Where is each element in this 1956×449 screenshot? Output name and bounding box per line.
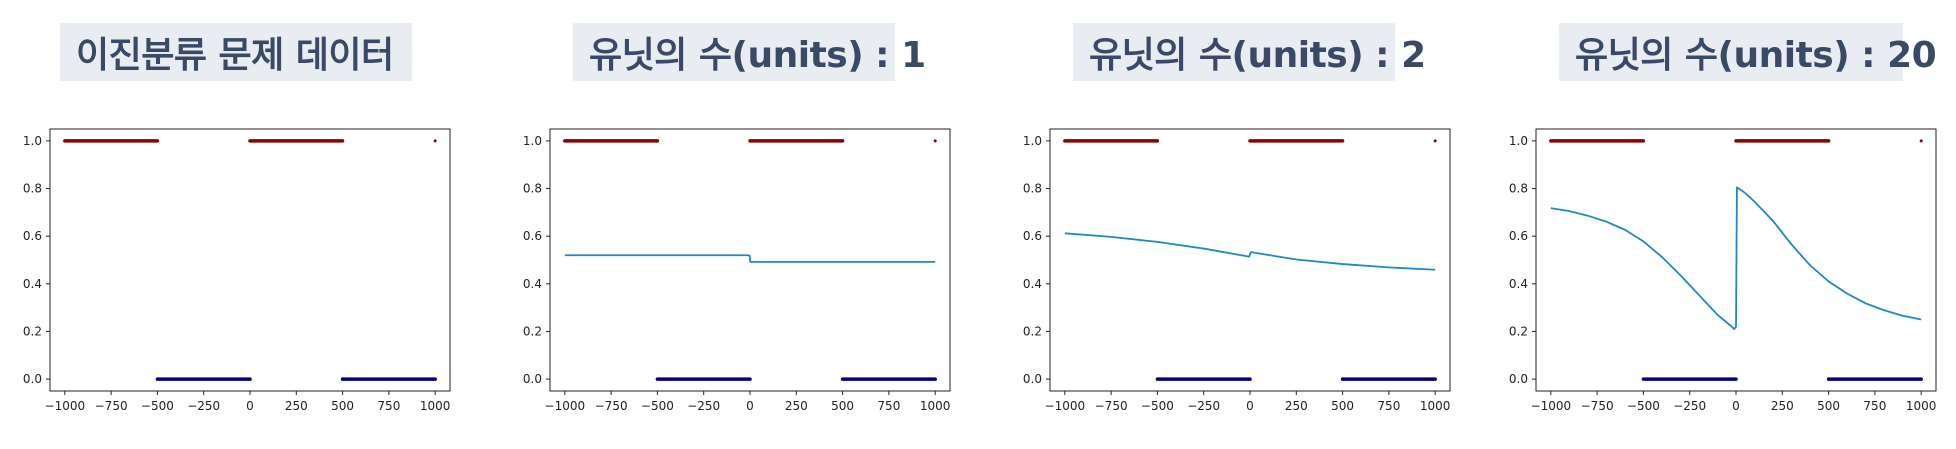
x-tick-label: 750 — [1377, 399, 1400, 413]
extra-point — [1433, 139, 1437, 143]
chart-title-box: 유닛의 수(units) : 20 — [1559, 23, 1937, 81]
x-tick-label: −1000 — [545, 399, 586, 413]
y-tick-label: 0.0 — [523, 372, 542, 386]
x-tick-label: −750 — [1095, 399, 1128, 413]
y-tick-label: 0.6 — [23, 229, 42, 243]
chart-title-box: 유닛의 수(units) : 1 — [573, 23, 926, 81]
x-tick-label: 250 — [1285, 399, 1308, 413]
x-tick-label: 1000 — [1420, 399, 1451, 413]
chart-panel-3: 유닛의 수(units) : 20 0.0 0.2 0.4 0.6 0.8 1.0 −100… — [1486, 0, 1956, 449]
y-tick-label: 0.0 — [23, 372, 42, 386]
y-tick-label: 0.4 — [1509, 277, 1528, 291]
y-tick-label: 0.8 — [1023, 182, 1042, 196]
chart-title-box: 유닛의 수(units) : 2 — [1073, 23, 1426, 81]
x-tick-label: 250 — [285, 399, 308, 413]
chart-title-box: 이진분류 문제 데이터 — [60, 23, 412, 81]
x-tick-label: 0 — [746, 399, 754, 413]
extra-point — [1919, 139, 1923, 143]
prediction-line — [1550, 186, 1922, 330]
x-tick-label: 250 — [785, 399, 808, 413]
y-tick-label: 1.0 — [23, 134, 42, 148]
x-tick-label: −1000 — [45, 399, 86, 413]
y-tick-label: 1.0 — [1023, 134, 1042, 148]
x-tick-label: −1000 — [1045, 399, 1086, 413]
x-tick-label: −250 — [1187, 399, 1220, 413]
x-tick-label: −750 — [595, 399, 628, 413]
y-tick-label: 0.2 — [1023, 324, 1042, 338]
y-tick-label: 0.0 — [1509, 372, 1528, 386]
x-tick-label: 500 — [1817, 399, 1840, 413]
y-tick-label: 0.8 — [523, 182, 542, 196]
x-tick-label: −750 — [1581, 399, 1614, 413]
chart-1: 0.0 0.2 0.4 0.6 0.8 1.0 −1000 −750 −500 −250 0 250 5… — [523, 128, 951, 413]
y-tick-label: 0.8 — [23, 182, 42, 196]
x-tick-label: −500 — [641, 399, 674, 413]
prediction-line — [564, 254, 936, 263]
y-tick-label: 1.0 — [523, 134, 542, 148]
x-tick-label: 500 — [1331, 399, 1354, 413]
x-tick-label: 0 — [1732, 399, 1740, 413]
x-tick-label: −250 — [187, 399, 220, 413]
x-tick-label: 750 — [1863, 399, 1886, 413]
chart-3: 0.0 0.2 0.4 0.6 0.8 1.0 −1000 −750 −500 −250 0 250 5… — [1509, 128, 1937, 413]
x-tick-label: −500 — [141, 399, 174, 413]
y-tick-label: 0.4 — [23, 277, 42, 291]
x-tick-label: 1000 — [420, 399, 451, 413]
y-tick-label: 0.0 — [1023, 372, 1042, 386]
x-tick-label: −1000 — [1531, 399, 1572, 413]
x-tick-label: 750 — [877, 399, 900, 413]
extra-point — [433, 139, 437, 143]
chart-2: 0.0 0.2 0.4 0.6 0.8 1.0 −1000 −750 −500 −250 0 250 5… — [1023, 128, 1451, 413]
x-tick-label: −250 — [1673, 399, 1706, 413]
y-tick-label: 0.4 — [523, 277, 542, 291]
chart-panel-1: 유닛의 수(units) : 1 0.0 0.2 0.4 0.6 0.8 1.0 −1000… — [500, 0, 989, 449]
chart-title: 유닛의 수(units) : 2 — [1089, 35, 1426, 76]
x-tick-label: −500 — [1627, 399, 1660, 413]
y-tick-label: 0.6 — [1023, 229, 1042, 243]
y-tick-label: 0.4 — [1023, 277, 1042, 291]
x-tick-label: 750 — [377, 399, 400, 413]
x-tick-label: 1000 — [920, 399, 951, 413]
chart-panel-0: 이진분류 문제 데이터 0.0 0.2 0.4 0.6 0.8 1.0 −1000 −750−… — [0, 0, 489, 449]
y-tick-label: 0.8 — [1509, 182, 1528, 196]
y-tick-label: 0.6 — [1509, 229, 1528, 243]
x-tick-label: 1000 — [1906, 399, 1937, 413]
x-tick-label: 0 — [1246, 399, 1254, 413]
y-tick-label: 0.6 — [523, 229, 542, 243]
extra-point — [933, 139, 937, 143]
x-tick-label: 0 — [246, 399, 254, 413]
x-tick-label: 500 — [331, 399, 354, 413]
y-tick-label: 1.0 — [1509, 134, 1528, 148]
prediction-line — [1064, 232, 1436, 271]
chart-title: 유닛의 수(units) : 20 — [1575, 35, 1937, 76]
x-tick-label: 500 — [831, 399, 854, 413]
x-tick-label: −500 — [1141, 399, 1174, 413]
chart-panel-2: 유닛의 수(units) : 2 0.0 0.2 0.4 0.6 0.8 1.0 −1000… — [1000, 0, 1489, 449]
y-tick-label: 0.2 — [523, 324, 542, 338]
chart-title: 이진분류 문제 데이터 — [76, 35, 394, 76]
chart-title: 유닛의 수(units) : 1 — [589, 35, 926, 76]
axes-frame — [49, 128, 451, 392]
x-tick-label: 250 — [1771, 399, 1794, 413]
y-tick-label: 0.2 — [1509, 324, 1528, 338]
axes-frame — [1049, 128, 1451, 392]
x-tick-label: −250 — [687, 399, 720, 413]
x-tick-label: −750 — [95, 399, 128, 413]
y-tick-label: 0.2 — [23, 324, 42, 338]
chart-0: 0.0 0.2 0.4 0.6 0.8 1.0 −1000 −750 −500 −250 0 250 5… — [23, 128, 451, 413]
